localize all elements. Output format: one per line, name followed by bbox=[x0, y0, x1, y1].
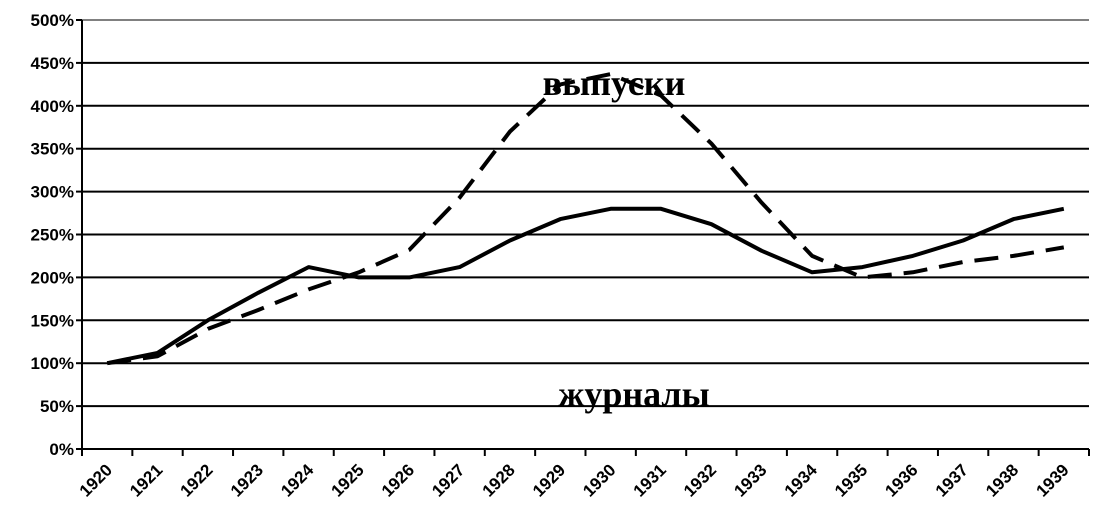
y-tick-labels: 0% 50% 100% 150% 200% 250% 300% 350% 400% 450% 500… bbox=[31, 11, 74, 459]
y-tick-label: 400% bbox=[31, 97, 74, 116]
x-tick-label: 1935 bbox=[831, 460, 871, 500]
series-line-vypuski bbox=[106, 72, 1065, 366]
x-tick-label: 1933 bbox=[730, 460, 770, 500]
y-tick-label: 150% bbox=[31, 311, 74, 330]
x-tick-label: 1925 bbox=[328, 460, 368, 500]
y-tick-label: 450% bbox=[31, 54, 74, 73]
x-tick-label: 1934 bbox=[781, 460, 822, 501]
x-tick-label: 1926 bbox=[378, 460, 418, 500]
y-tick-label: 350% bbox=[31, 140, 74, 159]
axes bbox=[76, 19, 1090, 456]
x-tick-label: 1937 bbox=[932, 460, 972, 500]
y-tick-label: 250% bbox=[31, 226, 74, 245]
y-tick-label: 50% bbox=[40, 397, 74, 416]
series-label-zhurnaly: журналы bbox=[558, 374, 710, 414]
y-tick-label: 0% bbox=[49, 440, 74, 459]
x-tick-label: 1938 bbox=[982, 460, 1022, 500]
x-tick-label: 1927 bbox=[428, 460, 468, 500]
x-tick-labels: 1920 1921 1922 1923 1924 1925 1926 1927 1928 1929… bbox=[76, 460, 1073, 501]
x-tick-label: 1932 bbox=[680, 460, 720, 500]
x-tick-label: 1921 bbox=[126, 460, 166, 500]
y-tick-label: 300% bbox=[31, 183, 74, 202]
x-tick-label: 1920 bbox=[76, 460, 116, 500]
series-lines bbox=[106, 72, 1065, 366]
y-tick-label: 200% bbox=[31, 268, 74, 287]
x-tick-label: 1928 bbox=[479, 460, 519, 500]
series-line-zhurnaly bbox=[106, 206, 1065, 366]
x-tick-label: 1939 bbox=[1032, 460, 1072, 500]
x-tick-label: 1923 bbox=[227, 460, 267, 500]
x-tick-label: 1924 bbox=[277, 460, 318, 501]
x-tick-label: 1936 bbox=[881, 460, 921, 500]
x-tick-label: 1929 bbox=[529, 460, 569, 500]
gridlines bbox=[82, 19, 1089, 408]
series-label-vypuski: выпуски bbox=[543, 63, 686, 103]
y-tick-label: 100% bbox=[31, 354, 74, 373]
x-tick-label: 1931 bbox=[630, 460, 670, 500]
x-tick-label: 1930 bbox=[579, 460, 619, 500]
y-tick-label: 500% bbox=[31, 11, 74, 30]
x-tick-label: 1922 bbox=[177, 460, 217, 500]
